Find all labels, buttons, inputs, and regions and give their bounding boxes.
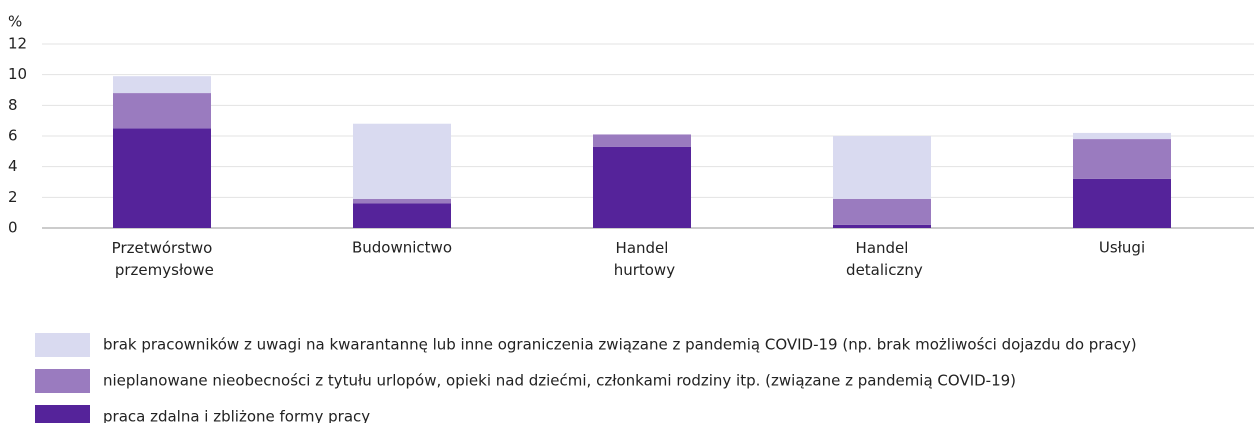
y-tick-label: 6 xyxy=(8,127,18,145)
x-tick-label: Handel detaliczny xyxy=(841,239,923,279)
legend-swatch xyxy=(35,369,90,393)
bar-segment xyxy=(593,134,691,147)
x-tick-label: Handel hurtowy xyxy=(609,239,675,279)
y-tick-label: 10 xyxy=(8,65,27,83)
legend-label: praca zdalna i zbliżone formy pracy xyxy=(103,408,370,423)
legend-swatch xyxy=(35,405,90,423)
bar-segment xyxy=(833,136,931,199)
legend-label: brak pracowników z uwagi na kwarantannę … xyxy=(103,336,1137,354)
bar-segment xyxy=(353,198,451,204)
bar-segment xyxy=(1073,132,1171,140)
bar-segment xyxy=(113,76,211,94)
bar-segment xyxy=(353,123,451,199)
bar-segment xyxy=(113,128,211,228)
legend-label: nieplanowane nieobecności z tytułu urlop… xyxy=(103,372,1016,390)
bar-segment xyxy=(593,146,691,228)
bar-segment xyxy=(833,224,931,228)
bar-segment xyxy=(833,198,931,225)
y-tick-label: 12 xyxy=(8,35,27,53)
bar-segment xyxy=(353,203,451,228)
bar-segment xyxy=(1073,178,1171,228)
bar-segment xyxy=(1073,139,1171,179)
x-tick-label: Przetwórstwo przemysłowe xyxy=(110,239,214,279)
y-tick-label: 0 xyxy=(8,219,18,237)
y-tick-label: 8 xyxy=(8,96,18,114)
y-tick-label: 4 xyxy=(8,157,18,175)
bar-segment xyxy=(113,93,211,129)
y-tick-label: 2 xyxy=(8,188,18,206)
x-tick-label: Usługi xyxy=(1099,239,1145,257)
legend-swatch xyxy=(35,333,90,357)
x-tick-label: Budownictwo xyxy=(352,239,452,257)
y-axis-label: % xyxy=(8,13,22,31)
